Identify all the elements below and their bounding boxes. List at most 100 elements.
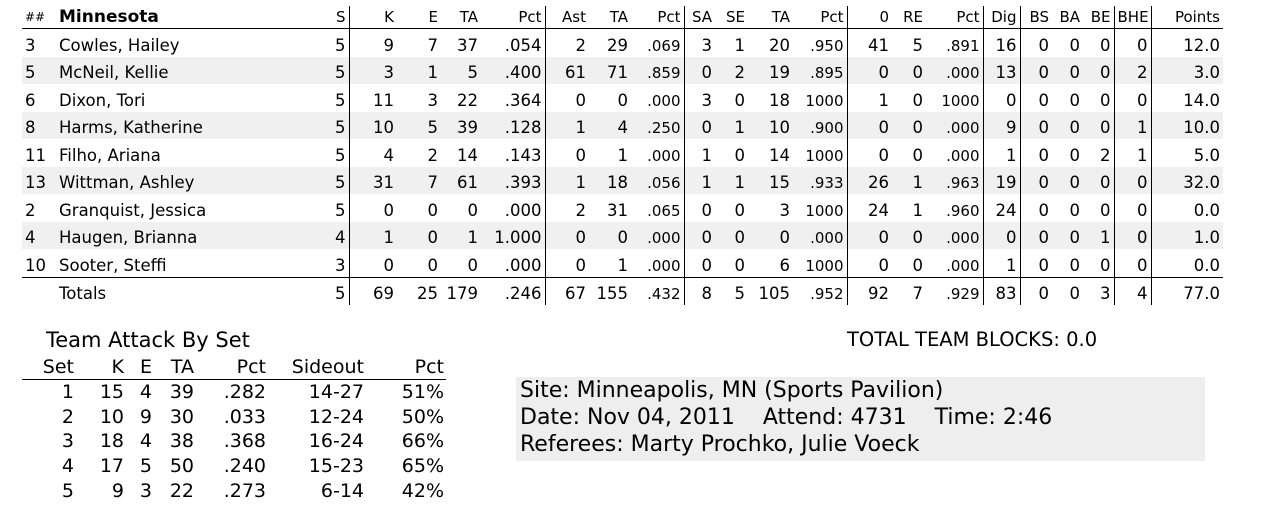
player-s-cell: 5 — [311, 194, 350, 222]
header-bhe: BHE — [1114, 6, 1152, 29]
player-se-cell: 1 — [715, 28, 748, 57]
date-line: Date: Nov 04, 2011 Attend: 4731 Time: 2:… — [520, 405, 1053, 430]
player-dig-cell: 0 — [983, 84, 1021, 112]
player-ta2-cell: 18 — [589, 166, 631, 194]
attack-header-e: E — [126, 355, 154, 380]
player-bhe-cell: 1 — [1114, 111, 1152, 139]
player-o-cell: 0 — [847, 139, 892, 167]
player-pct2-cell: .069 — [631, 28, 685, 57]
player-points-cell: 10.0 — [1151, 111, 1223, 139]
player-row: 2 Granquist, Jessica 5 0 0 0.000 2 31.065 0 0 3 100… — [22, 194, 1223, 222]
player-row: 13 Wittman, Ashley 5 31 7 61.393 1 18.056 1 1 15.9… — [22, 166, 1223, 194]
player-bhe-cell: 0 — [1114, 249, 1152, 277]
player-o-cell: 0 — [847, 221, 892, 249]
player-pct4-cell: .963 — [926, 166, 984, 194]
player-name-cell: Wittman, Ashley — [56, 166, 311, 194]
player-re-cell: 0 — [892, 221, 926, 249]
attack-pct2-cell: 51% — [401, 381, 444, 404]
attack-body: 1 15 4 39.282 14-27 51% 2 10 9 30.033 12-24 50% 3 18 4… — [22, 380, 446, 503]
player-pct2-cell: .000 — [631, 221, 685, 249]
attack-set-row: 5 9 3 22 .273 6-14 42% — [22, 478, 446, 503]
player-ta-cell: 22 — [441, 84, 481, 112]
player-name-cell: Sooter, Steffi — [56, 249, 311, 277]
attack-header-pct: Pct — [196, 355, 268, 380]
attack-k-cell: 10 — [99, 405, 124, 428]
player-ta3-cell: 20 — [748, 28, 793, 57]
attack-k-cell: 17 — [99, 455, 124, 478]
totals-pct2-cell: .432 — [631, 276, 685, 305]
stats-body: 3 Cowles, Hailey 5 9 7 37.054 2 29.069 3 1 20.950 4… — [22, 28, 1223, 305]
player-ba-cell: 0 — [1052, 28, 1083, 57]
player-dig-cell: 13 — [983, 56, 1021, 84]
player-ba-cell: 0 — [1052, 139, 1083, 167]
player-ast-cell: 0 — [545, 84, 589, 112]
player-o-cell: 0 — [847, 249, 892, 277]
player-pct4-cell: 1000 — [926, 84, 984, 112]
player-s-cell: 4 — [311, 221, 350, 249]
totals-ta2-cell: 155 — [589, 276, 631, 305]
player-pct-cell: .000 — [481, 194, 546, 222]
header-se: SE — [715, 6, 748, 29]
player-re-cell: 0 — [892, 249, 926, 277]
attack-header-sideout: Sideout — [268, 355, 366, 380]
player-row: 8 Harms, Katherine 5 10 5 39.128 1 4.250 0 1 10.90… — [22, 111, 1223, 139]
attack-by-set-title: Team Attack By Set — [46, 328, 250, 352]
player-bs-cell: 0 — [1020, 84, 1052, 112]
player-sa-cell: 0 — [684, 56, 715, 84]
player-k-cell: 1 — [349, 221, 397, 249]
player-bs-cell: 0 — [1020, 139, 1052, 167]
player-re-cell: 0 — [892, 84, 926, 112]
player-o-cell: 24 — [847, 194, 892, 222]
player-s-cell: 5 — [311, 84, 350, 112]
attack-set-cell: 5 — [61, 479, 74, 502]
totals-pct3-cell: .952 — [793, 276, 848, 305]
player-sa-cell: 3 — [684, 28, 715, 57]
player-pct3-cell: 1000 — [793, 249, 848, 277]
totals-pct4-cell: .929 — [926, 276, 984, 305]
player-pct4-cell: .000 — [926, 249, 984, 277]
attack-set-row: 2 10 9 30 .033 12-24 50% — [22, 405, 446, 430]
player-sa-cell: 0 — [684, 194, 715, 222]
player-se-cell: 0 — [715, 84, 748, 112]
attack-pct2-cell: 65% — [401, 455, 444, 478]
totals-se-cell: 5 — [715, 276, 748, 305]
player-dig-cell: 24 — [983, 194, 1021, 222]
player-pct4-cell: .000 — [926, 56, 984, 84]
player-re-cell: 0 — [892, 139, 926, 167]
player-pct4-cell: .000 — [926, 111, 984, 139]
player-re-cell: 1 — [892, 166, 926, 194]
header-ba: BA — [1052, 6, 1083, 29]
player-points-cell: 32.0 — [1151, 166, 1223, 194]
player-ba-cell: 0 — [1052, 111, 1083, 139]
player-num-cell: 11 — [22, 139, 56, 167]
player-se-cell: 1 — [715, 111, 748, 139]
attack-pct-cell: .033 — [223, 405, 266, 428]
attack-header-set: Set — [22, 355, 76, 380]
player-ta-cell: 14 — [441, 139, 481, 167]
player-k-cell: 0 — [349, 249, 397, 277]
player-s-cell: 5 — [311, 56, 350, 84]
player-ta2-cell: 1 — [589, 139, 631, 167]
header-bs: BS — [1020, 6, 1052, 29]
player-num-cell: 10 — [22, 249, 56, 277]
player-e-cell: 1 — [397, 56, 441, 84]
attack-ta-cell: 39 — [169, 381, 194, 404]
attack-header-pct2: Pct — [366, 355, 446, 380]
attack-sideout-cell: 12-24 — [308, 405, 364, 428]
player-row: 3 Cowles, Hailey 5 9 7 37.054 2 29.069 3 1 20.950 4… — [22, 28, 1223, 57]
player-dig-cell: 1 — [983, 249, 1021, 277]
player-name-cell: Cowles, Hailey — [56, 28, 311, 57]
player-dig-cell: 1 — [983, 139, 1021, 167]
player-be-cell: 0 — [1083, 111, 1115, 139]
player-bs-cell: 0 — [1020, 111, 1052, 139]
player-k-cell: 3 — [349, 56, 397, 84]
attack-set-row: 3 18 4 38 .368 16-24 66% — [22, 429, 446, 454]
player-s-cell: 5 — [311, 28, 350, 57]
player-points-cell: 0.0 — [1151, 249, 1223, 277]
attack-sideout-cell: 6-14 — [320, 479, 364, 502]
attack-e-cell: 3 — [139, 479, 152, 502]
header-ta3: TA — [748, 6, 793, 29]
player-name-cell: Dixon, Tori — [56, 84, 311, 112]
player-pct2-cell: .056 — [631, 166, 685, 194]
player-name-cell: Haugen, Brianna — [56, 221, 311, 249]
